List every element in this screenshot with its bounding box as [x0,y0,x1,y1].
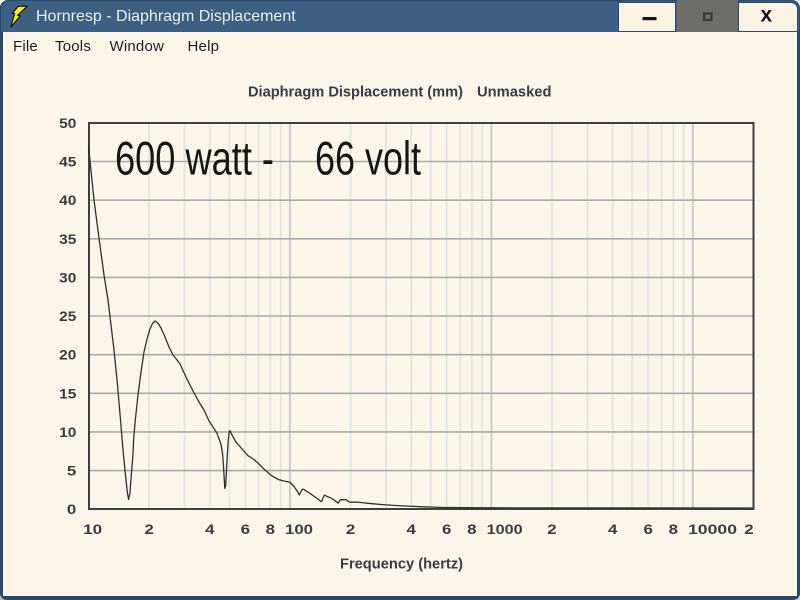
svg-text:6: 6 [644,521,654,537]
svg-text:45: 45 [59,154,76,170]
svg-text:10: 10 [83,521,102,537]
svg-text:25: 25 [59,308,76,324]
svg-text:35: 35 [59,231,76,247]
svg-text:10: 10 [59,424,76,440]
svg-text:Diaphragm Displacement (mm): Diaphragm Displacement (mm) [248,84,463,101]
svg-text:50: 50 [59,115,76,131]
svg-text:2: 2 [144,521,154,537]
svg-text:8: 8 [467,521,477,537]
svg-text:8: 8 [266,521,276,537]
svg-text:100: 100 [285,521,313,537]
svg-text:30: 30 [59,269,76,285]
svg-text:8: 8 [669,521,679,537]
svg-text:Frequency (hertz): Frequency (hertz) [340,556,463,573]
svg-text:4: 4 [608,521,618,537]
svg-text:5: 5 [67,463,77,479]
svg-text:1000: 1000 [487,521,523,537]
svg-text:2: 2 [346,521,356,537]
svg-text:20: 20 [59,347,76,363]
svg-text:4: 4 [205,521,215,537]
svg-text:6: 6 [442,521,452,537]
svg-text:Unmasked: Unmasked [477,84,552,101]
svg-text:0: 0 [67,501,77,517]
svg-text:10000: 10000 [688,521,737,537]
svg-text:6: 6 [241,521,251,537]
svg-text:40: 40 [59,192,76,208]
svg-text:2: 2 [547,521,557,537]
svg-text:15: 15 [59,385,76,401]
svg-text:4: 4 [407,521,417,537]
svg-text:600 watt -: 600 watt - [115,132,274,185]
svg-text:x: x [760,4,772,27]
svg-text:2: 2 [744,521,754,537]
svg-text:66 volt: 66 volt [315,132,421,185]
